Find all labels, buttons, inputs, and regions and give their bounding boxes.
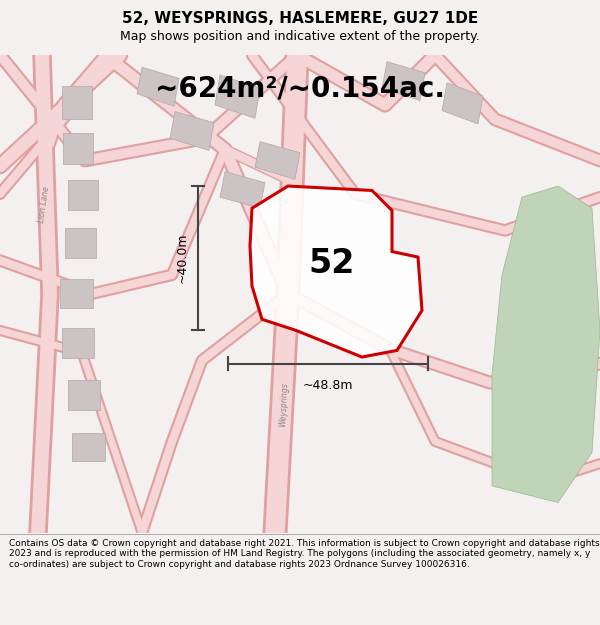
Polygon shape — [220, 172, 265, 208]
Polygon shape — [62, 86, 92, 119]
Text: 52, WEYSPRINGS, HASLEMERE, GU27 1DE: 52, WEYSPRINGS, HASLEMERE, GU27 1DE — [122, 11, 478, 26]
Polygon shape — [382, 62, 425, 101]
Polygon shape — [60, 279, 93, 308]
Polygon shape — [68, 181, 98, 211]
Polygon shape — [250, 186, 422, 357]
Polygon shape — [255, 142, 300, 179]
Polygon shape — [65, 228, 96, 258]
Text: Map shows position and indicative extent of the property.: Map shows position and indicative extent… — [120, 30, 480, 43]
Text: Contains OS data © Crown copyright and database right 2021. This information is : Contains OS data © Crown copyright and d… — [9, 539, 599, 569]
Text: Lion Lane: Lion Lane — [37, 186, 51, 224]
Polygon shape — [215, 75, 260, 118]
Polygon shape — [63, 132, 93, 164]
Polygon shape — [137, 68, 179, 106]
Polygon shape — [442, 82, 483, 124]
Polygon shape — [72, 432, 105, 461]
Text: ~624m²/~0.154ac.: ~624m²/~0.154ac. — [155, 74, 445, 102]
Polygon shape — [170, 112, 214, 151]
Polygon shape — [68, 381, 100, 411]
Polygon shape — [492, 186, 600, 502]
Text: ~48.8m: ~48.8m — [303, 379, 353, 392]
Text: ~40.0m: ~40.0m — [176, 233, 188, 284]
Polygon shape — [62, 328, 94, 358]
Text: Weysprings: Weysprings — [278, 382, 290, 428]
Text: 52: 52 — [309, 248, 355, 280]
